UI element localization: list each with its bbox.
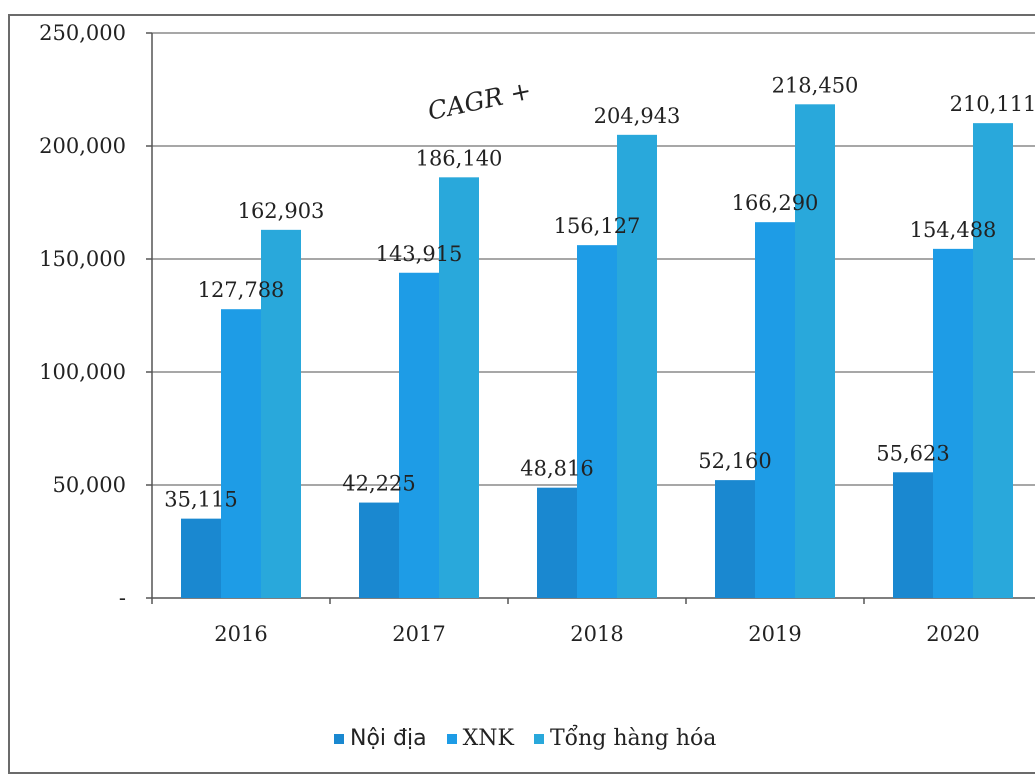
legend: Nội địa XNK Tổng hàng hóa xyxy=(334,726,716,751)
bars xyxy=(181,104,1013,598)
legend-swatch-tong-hang-hoa xyxy=(533,733,544,744)
legend-label-tong-hang-hoa: Tổng hàng hóa xyxy=(549,726,717,751)
bar-2019-series-2 xyxy=(795,104,835,598)
y-tick-label: 150,000 xyxy=(39,247,126,271)
bar-2016-series-0 xyxy=(181,518,221,598)
x-tick-label: 2018 xyxy=(570,622,623,646)
data-label: 218,450 xyxy=(772,73,859,97)
data-label: 55,623 xyxy=(876,441,949,465)
data-label: 154,488 xyxy=(910,218,997,242)
y-tick-label: 50,000 xyxy=(53,473,126,497)
data-label: 156,127 xyxy=(554,214,641,238)
labels: - 50,000 100,000 150,000 200,000 250,000 2016 3… xyxy=(39,21,1035,646)
data-label: 143,915 xyxy=(376,242,463,266)
data-label: 52,160 xyxy=(698,449,771,473)
bar-2020-series-1 xyxy=(933,248,973,598)
cagr-annotation: CAGR + xyxy=(425,76,534,126)
legend-label-noi-dia: Nội địa xyxy=(350,726,427,751)
bar-2020-series-2 xyxy=(973,123,1013,598)
x-tick-label: 2020 xyxy=(926,622,979,646)
data-label: 127,788 xyxy=(198,278,285,302)
data-label: 186,140 xyxy=(416,146,503,170)
legend-label-xnk: XNK xyxy=(462,726,514,751)
y-tick-label: 200,000 xyxy=(39,134,126,158)
bar-2018-series-0 xyxy=(537,487,577,598)
bar-2018-series-2 xyxy=(617,134,657,598)
bar-2019-series-1 xyxy=(755,222,795,598)
bar-2016-series-2 xyxy=(261,229,301,598)
x-tick-label: 2016 xyxy=(214,622,267,646)
legend-swatch-xnk xyxy=(446,733,457,744)
data-label: 210,111 xyxy=(950,92,1035,116)
data-label: 162,903 xyxy=(238,199,325,223)
bar-2018-series-1 xyxy=(577,245,617,598)
data-label: 48,816 xyxy=(520,457,593,481)
data-label: 42,225 xyxy=(342,472,415,496)
data-label: 35,115 xyxy=(164,488,237,512)
y-tick-label: 100,000 xyxy=(39,360,126,384)
bar-2017-series-0 xyxy=(359,502,399,598)
x-tick-label: 2019 xyxy=(748,622,801,646)
legend-item-noi-dia: Nội địa xyxy=(334,726,427,751)
y-tick-label: 250,000 xyxy=(39,21,126,45)
bar-2017-series-1 xyxy=(399,272,439,598)
bar-2020-series-0 xyxy=(893,472,933,598)
bar-2017-series-2 xyxy=(439,177,479,598)
legend-swatch-noi-dia xyxy=(334,733,344,744)
legend-item-xnk: XNK xyxy=(446,726,514,751)
bar-2016-series-1 xyxy=(221,309,261,598)
y-tick-label: - xyxy=(119,586,126,610)
data-label: 166,290 xyxy=(732,191,819,215)
legend-item-tong-hang-hoa: Tổng hàng hóa xyxy=(533,726,717,751)
bar-2019-series-0 xyxy=(715,480,755,598)
x-tick-label: 2017 xyxy=(392,622,445,646)
data-label: 204,943 xyxy=(594,104,681,128)
